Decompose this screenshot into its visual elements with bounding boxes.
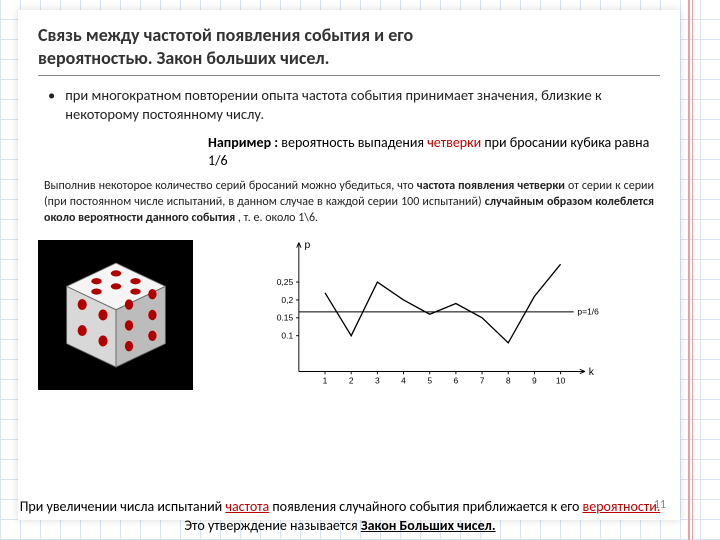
svg-text:p: p [305, 240, 311, 251]
frequency-chart: p k 0.1 0.15 0,2 0,25 1 2 3 4 5 6 7 8 9 10 p=1/6 [205, 235, 660, 395]
bullet-text: при многократном повторении опыта частот… [65, 86, 660, 124]
concl-r1: частота [225, 498, 269, 515]
svg-text:4: 4 [401, 375, 406, 385]
slide-title: Связь между частотой появления события и… [38, 24, 660, 69]
title-divider [38, 75, 660, 76]
conclusion-block: При увеличении числа испытаний частота п… [0, 498, 680, 536]
concl-d: Закон Больших чисел. [361, 517, 496, 534]
para-t1: Выполнив некоторое количество серий брос… [44, 179, 417, 193]
para-t3: , т. е. около 1\6. [238, 211, 318, 225]
example-prefix: Например : [208, 134, 278, 151]
slide-card: Связь между частотой появления события и… [18, 10, 680, 520]
svg-text:k: k [589, 367, 595, 378]
concl-a: При увеличении числа испытаний [20, 498, 226, 515]
svg-text:6: 6 [454, 375, 459, 385]
svg-text:10: 10 [556, 375, 566, 385]
svg-text:7: 7 [480, 375, 485, 385]
figure-row: p k 0.1 0.15 0,2 0,25 1 2 3 4 5 6 7 8 9 10 p=1/6 [38, 235, 660, 395]
svg-text:0.1: 0.1 [281, 330, 293, 340]
title-line-2: вероятностью. Закон больших чисел. [38, 47, 329, 69]
bullet-item: • при многократном повторении опыта част… [38, 86, 660, 124]
svg-text:0.15: 0.15 [277, 312, 294, 322]
bullet-dot: • [48, 86, 55, 124]
paragraph: Выполнив некоторое количество серий брос… [44, 178, 654, 227]
example-mid: вероятность выпадения [278, 134, 427, 151]
para-b1: частота появления четверки [417, 179, 565, 193]
concl-c: Это утверждение называется [184, 517, 360, 534]
svg-text:9: 9 [532, 375, 537, 385]
svg-text:3: 3 [375, 375, 380, 385]
example-red: четверки [427, 134, 481, 151]
dice-image [38, 240, 193, 390]
dice-icon [51, 250, 181, 380]
notebook-margin [688, 0, 690, 540]
svg-text:p=1/6: p=1/6 [577, 306, 599, 316]
concl-b: появления случайного события приближаетс… [269, 498, 582, 515]
svg-text:5: 5 [427, 375, 432, 385]
svg-text:0,25: 0,25 [277, 277, 294, 287]
svg-text:8: 8 [506, 375, 511, 385]
title-line-1: Связь между частотой появления события и… [38, 24, 413, 46]
concl-r2: вероятности. [583, 498, 661, 515]
svg-text:2: 2 [349, 375, 354, 385]
svg-text:1: 1 [323, 375, 328, 385]
svg-text:0,2: 0,2 [281, 294, 293, 304]
example-block: Например : вероятность выпадения четверк… [208, 134, 660, 170]
